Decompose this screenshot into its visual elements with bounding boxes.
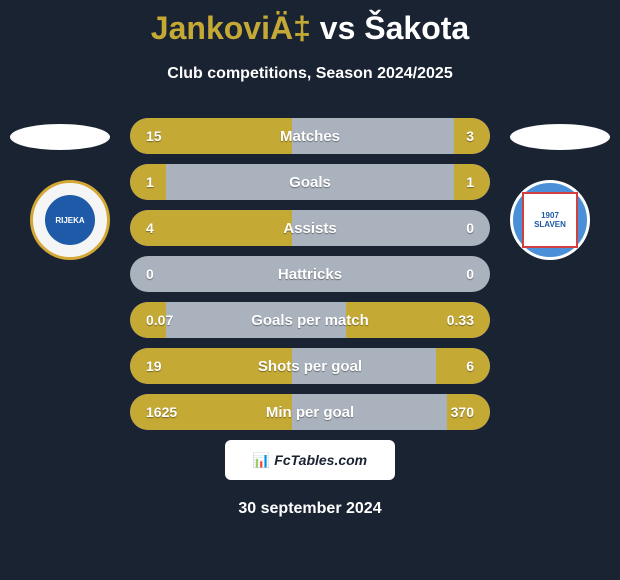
team-badge-right-inner: 1907 SLAVEN [522,192,578,248]
platform-ellipse-right [510,124,610,150]
stat-row: 1Goals1 [130,164,490,200]
chart-icon: 📊 [253,452,270,469]
player2-name: Šakota [364,10,469,46]
badge-right-name: SLAVEN [534,220,566,229]
stat-label: Assists [130,220,490,237]
stat-label: Shots per goal [130,358,490,375]
stat-label: Hattricks [130,266,490,283]
footer-date: 30 september 2024 [0,500,620,518]
team-badge-left-inner: RIJEKA [45,195,95,245]
stat-row: 19Shots per goal6 [130,348,490,384]
stat-label: Goals per match [130,312,490,329]
stat-value-right: 0.33 [447,312,474,328]
comparison-title: JankoviÄ‡ vs Šakota [0,0,620,47]
stat-value-right: 1 [466,174,474,190]
stats-container: 15Matches31Goals14Assists00Hattricks00.0… [130,118,490,440]
brand-text: FcTables.com [274,452,367,468]
season-subtitle: Club competitions, Season 2024/2025 [0,65,620,83]
stat-row: 1625Min per goal370 [130,394,490,430]
badge-left-text: RIJEKA [55,216,84,225]
stat-value-right: 0 [466,220,474,236]
player1-name: JankoviÄ‡ [151,10,311,46]
vs-text: vs [320,10,356,46]
stat-row: 0Hattricks0 [130,256,490,292]
team-badge-right: 1907 SLAVEN [510,180,590,260]
stat-label: Min per goal [130,404,490,421]
stat-value-right: 6 [466,358,474,374]
platform-ellipse-left [10,124,110,150]
stat-row: 15Matches3 [130,118,490,154]
stat-value-right: 3 [466,128,474,144]
stat-label: Matches [130,128,490,145]
stat-row: 4Assists0 [130,210,490,246]
brand-box: 📊 FcTables.com [225,440,395,480]
stat-value-right: 0 [466,266,474,282]
badge-right-year: 1907 [541,211,559,220]
stat-row: 0.07Goals per match0.33 [130,302,490,338]
team-badge-left: RIJEKA [30,180,110,260]
stat-value-right: 370 [451,404,474,420]
stat-label: Goals [130,174,490,191]
